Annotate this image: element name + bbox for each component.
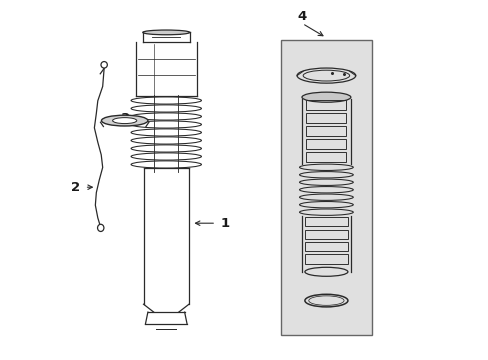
Ellipse shape [305, 267, 347, 276]
Ellipse shape [112, 118, 137, 123]
FancyBboxPatch shape [281, 40, 371, 335]
Ellipse shape [303, 70, 349, 81]
Ellipse shape [101, 62, 107, 68]
Text: 4: 4 [297, 10, 306, 23]
Text: 1: 1 [220, 217, 229, 230]
Ellipse shape [102, 115, 148, 126]
Text: 2: 2 [71, 181, 80, 194]
Text: 3: 3 [120, 112, 129, 125]
Ellipse shape [302, 92, 350, 102]
Ellipse shape [142, 30, 189, 35]
Ellipse shape [97, 224, 103, 231]
